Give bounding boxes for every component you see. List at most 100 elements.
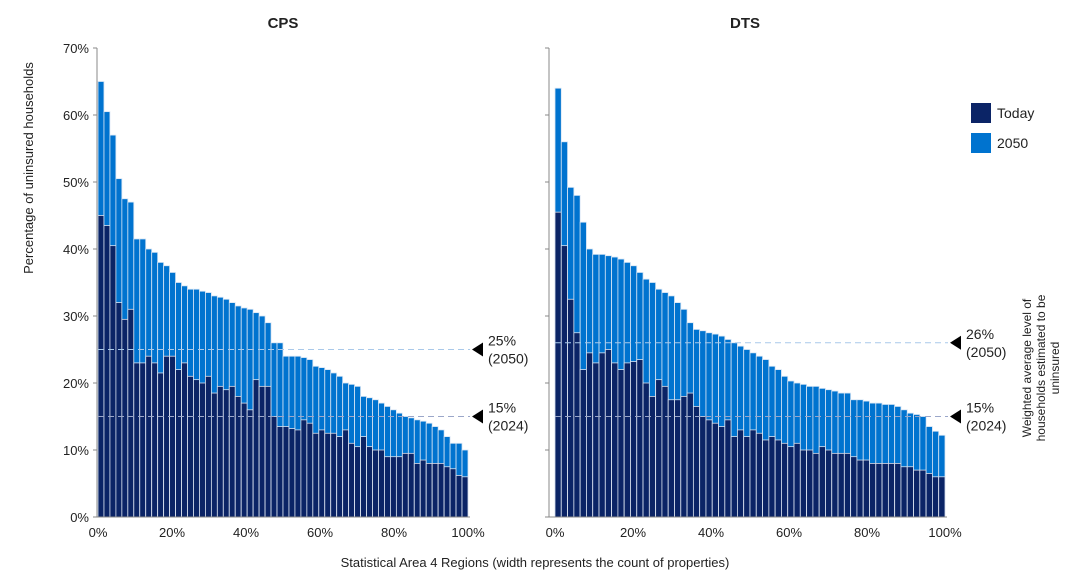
arrow-marker-icon	[950, 335, 961, 350]
legend: Today 2050	[971, 103, 1034, 153]
bar-today	[395, 456, 403, 518]
bar-today	[938, 476, 946, 518]
bar-today	[455, 475, 463, 518]
bar-today	[169, 355, 176, 518]
bar-today	[692, 406, 701, 518]
legend-swatch-2050	[971, 133, 991, 153]
annotation-value: 25%	[488, 333, 516, 349]
bar-today	[401, 452, 409, 518]
bar-today	[560, 245, 568, 518]
bar-today	[573, 332, 581, 518]
bar-today	[222, 389, 230, 518]
bar-today	[199, 382, 206, 518]
chart-title-dts: DTS	[730, 15, 760, 32]
bar-today	[806, 449, 814, 518]
annotation-value: 15%	[488, 400, 516, 416]
bar-today	[913, 469, 921, 518]
bar-today	[419, 459, 427, 518]
bar-today	[431, 462, 439, 518]
bar-today	[366, 446, 373, 518]
x-tick-label: 60%	[307, 525, 333, 540]
bar-today	[774, 439, 782, 518]
bar-today	[793, 442, 801, 518]
bar-today	[210, 392, 218, 518]
bar-today	[711, 422, 719, 518]
bar-today	[306, 422, 314, 518]
bar-today	[906, 466, 914, 518]
bar-today	[336, 436, 344, 518]
arrow-marker-icon	[472, 342, 483, 357]
y-tick-label: 60%	[63, 108, 89, 123]
chart-title-cps: CPS	[268, 15, 299, 32]
bar-today	[648, 395, 657, 518]
reference-line-description: Weighted average level of households est…	[1020, 294, 1062, 441]
x-tick-label: 40%	[233, 525, 259, 540]
bar-today	[288, 428, 296, 518]
bar-today	[875, 462, 883, 518]
bar-today	[282, 426, 290, 518]
bar-today	[598, 352, 606, 518]
bar-today	[175, 369, 182, 518]
bar-today	[205, 375, 212, 518]
annotation-value: 26%	[966, 326, 994, 342]
bar-today	[630, 361, 638, 518]
bar-today	[103, 225, 111, 518]
right-label-line-2: households estimated to be	[1034, 294, 1048, 441]
bar-today	[617, 369, 625, 518]
y-tick-label: 10%	[63, 443, 89, 458]
bar-today	[818, 446, 826, 518]
y-tick-label: 30%	[63, 309, 89, 324]
bar-today	[925, 473, 933, 518]
bar-today	[604, 349, 613, 518]
bar-today	[699, 416, 707, 518]
plot-dts: 0% 20% 40% 60% 80% 100% 26% (2050) 15% (2024)	[545, 47, 1006, 540]
bar-today	[318, 429, 326, 518]
y-tick-label: 40%	[63, 242, 89, 257]
bar-today	[449, 468, 457, 518]
bar-today	[869, 462, 877, 518]
bar-today	[567, 298, 575, 518]
arrow-marker-icon	[472, 409, 483, 424]
bar-today	[300, 419, 308, 518]
bar-today	[425, 462, 433, 518]
bar-today	[781, 442, 789, 518]
bar-today	[932, 476, 940, 518]
bar-today	[850, 456, 858, 518]
bar-today	[812, 452, 820, 518]
bar-today	[667, 399, 675, 518]
bar-today	[642, 382, 650, 518]
bar-today	[554, 211, 562, 518]
bar-today	[737, 429, 745, 518]
bar-today	[348, 442, 356, 518]
legend-swatch-today	[971, 103, 991, 123]
right-label-line-1: Weighted average level of	[1020, 298, 1034, 437]
bar-today	[856, 459, 864, 518]
bar-today	[413, 462, 421, 518]
annotation-year: (2050)	[966, 344, 1006, 360]
legend-label-today: Today	[997, 105, 1034, 121]
bar-today	[900, 466, 908, 518]
bar-today	[139, 362, 147, 518]
bar-today	[246, 409, 254, 518]
bar-today	[390, 456, 397, 518]
bar-today	[837, 452, 845, 518]
bar-today	[443, 466, 451, 518]
bar-today	[749, 429, 757, 518]
bar-today	[378, 449, 385, 518]
bar-today	[133, 362, 141, 518]
bar-today	[831, 452, 839, 518]
annotation-value: 15%	[966, 400, 994, 416]
bar-today	[743, 436, 751, 518]
bar-today	[586, 352, 594, 518]
bar-today	[661, 385, 669, 518]
bar-today	[324, 432, 332, 518]
bar-today	[799, 449, 808, 518]
x-tick-label: 100%	[451, 525, 485, 540]
bar-today	[461, 476, 469, 518]
x-tick-label: 20%	[159, 525, 185, 540]
bar-today	[686, 392, 694, 518]
arrow-marker-icon	[950, 409, 961, 424]
x-tick-label: 0%	[89, 525, 108, 540]
bar-today	[121, 318, 129, 518]
bar-today	[887, 462, 896, 518]
